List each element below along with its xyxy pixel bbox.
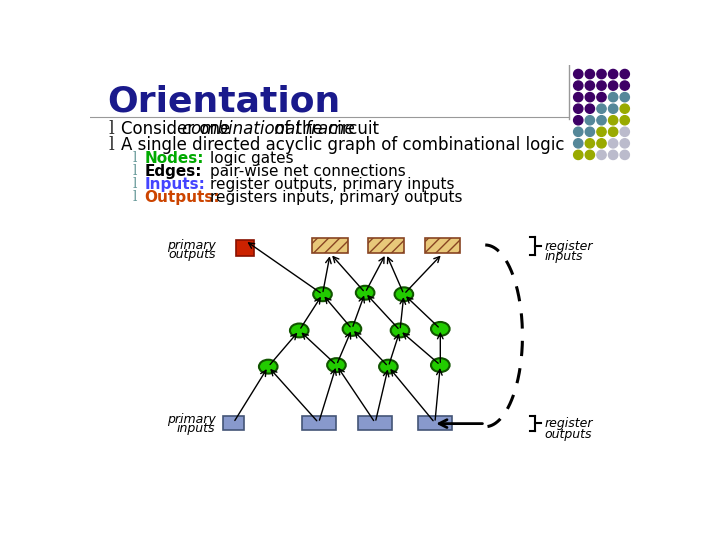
- Bar: [358, 416, 392, 430]
- Text: outputs: outputs: [544, 428, 592, 441]
- Text: l: l: [109, 120, 114, 138]
- Ellipse shape: [395, 287, 413, 301]
- Ellipse shape: [259, 360, 277, 374]
- Text: primary: primary: [167, 239, 215, 252]
- Text: Inputs:: Inputs:: [144, 177, 205, 192]
- Circle shape: [574, 92, 583, 102]
- Ellipse shape: [391, 323, 409, 338]
- Text: logic gates: logic gates: [210, 151, 294, 166]
- Ellipse shape: [431, 322, 449, 336]
- Text: register outputs, primary inputs: register outputs, primary inputs: [210, 177, 454, 192]
- Text: Orientation: Orientation: [107, 84, 341, 118]
- Circle shape: [620, 116, 629, 125]
- Circle shape: [574, 104, 583, 113]
- Text: pair-wise net connections: pair-wise net connections: [210, 164, 406, 179]
- Circle shape: [585, 104, 595, 113]
- Circle shape: [597, 150, 606, 159]
- Circle shape: [574, 150, 583, 159]
- Bar: [425, 238, 461, 253]
- Text: register: register: [544, 417, 593, 430]
- Circle shape: [620, 104, 629, 113]
- Text: of the circuit: of the circuit: [269, 120, 379, 138]
- Text: registers inputs, primary outputs: registers inputs, primary outputs: [210, 190, 463, 205]
- Circle shape: [574, 139, 583, 148]
- Circle shape: [597, 104, 606, 113]
- Circle shape: [597, 81, 606, 90]
- Ellipse shape: [343, 322, 361, 336]
- Circle shape: [597, 139, 606, 148]
- Circle shape: [608, 150, 618, 159]
- Circle shape: [597, 127, 606, 137]
- Text: A single directed acyclic graph of combinational logic: A single directed acyclic graph of combi…: [121, 137, 564, 154]
- Ellipse shape: [327, 358, 346, 372]
- Circle shape: [597, 70, 606, 79]
- Circle shape: [585, 70, 595, 79]
- Circle shape: [574, 81, 583, 90]
- Bar: [418, 416, 452, 430]
- Circle shape: [585, 116, 595, 125]
- Circle shape: [574, 70, 583, 79]
- Circle shape: [585, 127, 595, 137]
- Text: outputs: outputs: [168, 248, 215, 261]
- Circle shape: [620, 92, 629, 102]
- Circle shape: [608, 139, 618, 148]
- Circle shape: [608, 127, 618, 137]
- Circle shape: [608, 92, 618, 102]
- Text: inputs: inputs: [177, 422, 215, 435]
- Text: Nodes:: Nodes:: [144, 151, 204, 166]
- Ellipse shape: [313, 287, 332, 301]
- Circle shape: [608, 116, 618, 125]
- Circle shape: [620, 70, 629, 79]
- Bar: [236, 240, 253, 256]
- Text: Consider one: Consider one: [121, 120, 235, 138]
- Circle shape: [597, 92, 606, 102]
- Bar: [368, 238, 404, 253]
- Text: register: register: [544, 240, 593, 253]
- Circle shape: [585, 139, 595, 148]
- Ellipse shape: [290, 323, 309, 338]
- Bar: [302, 416, 336, 430]
- Ellipse shape: [431, 358, 449, 372]
- Bar: [312, 238, 348, 253]
- Circle shape: [585, 92, 595, 102]
- Ellipse shape: [356, 286, 374, 300]
- Text: l: l: [132, 164, 137, 178]
- Circle shape: [620, 127, 629, 137]
- Circle shape: [608, 104, 618, 113]
- Circle shape: [585, 81, 595, 90]
- Circle shape: [597, 116, 606, 125]
- Circle shape: [574, 116, 583, 125]
- Circle shape: [620, 150, 629, 159]
- Text: l: l: [132, 177, 137, 191]
- Circle shape: [574, 127, 583, 137]
- Text: l: l: [109, 137, 114, 154]
- Text: primary: primary: [167, 413, 215, 426]
- Circle shape: [585, 150, 595, 159]
- Circle shape: [608, 81, 618, 90]
- Text: Outputs:: Outputs:: [144, 190, 220, 205]
- Circle shape: [620, 81, 629, 90]
- Text: l: l: [132, 151, 137, 165]
- Circle shape: [608, 70, 618, 79]
- Text: combinational frame: combinational frame: [182, 120, 355, 138]
- Text: l: l: [132, 190, 137, 204]
- Bar: [222, 416, 244, 430]
- Ellipse shape: [379, 360, 397, 374]
- Circle shape: [620, 139, 629, 148]
- Text: inputs: inputs: [544, 251, 582, 264]
- Text: Edges:: Edges:: [144, 164, 202, 179]
